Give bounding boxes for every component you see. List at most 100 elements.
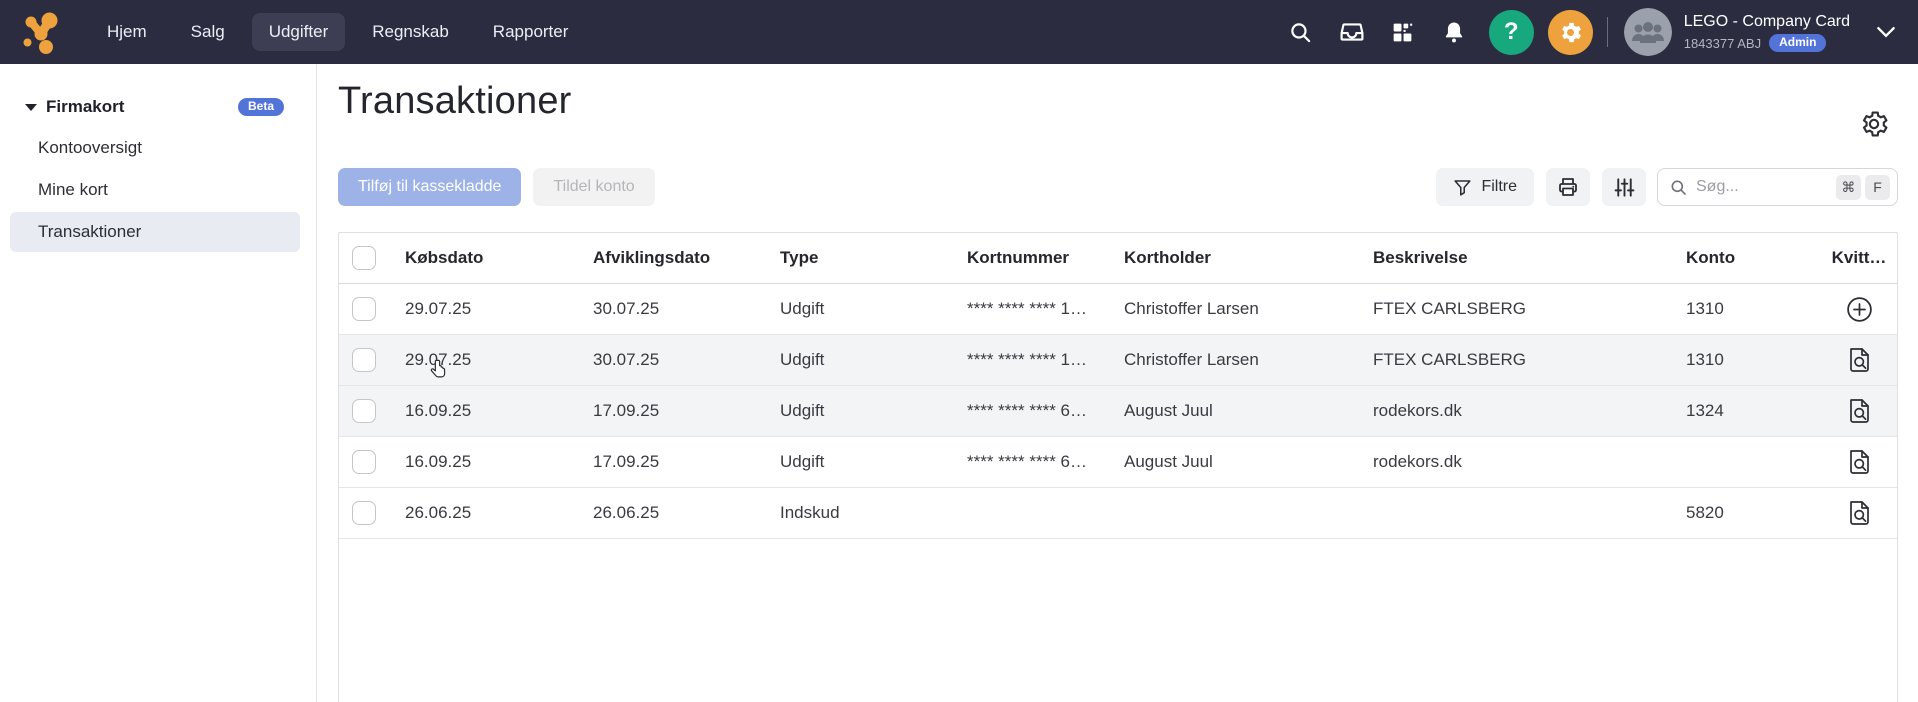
app-logo-icon[interactable]: [18, 9, 64, 55]
column-header-4: Kortnummer: [967, 248, 1070, 267]
help-glyph: ?: [1503, 18, 1519, 45]
table-settings-gear-icon[interactable]: [1858, 108, 1890, 140]
cell-kortnummer: **** **** **** 1…: [967, 299, 1088, 318]
row-checkbox[interactable]: [352, 348, 376, 372]
company-avatar[interactable]: [1623, 8, 1672, 56]
funnel-icon: [1454, 179, 1472, 196]
cell-kobsdato: 16.09.25: [405, 452, 472, 471]
table-row[interactable]: 29.07.25 30.07.25 Udgift **** **** **** …: [339, 335, 1897, 386]
sidebar: Firmakort Beta Kontooversigt Mine kort Tra…: [0, 64, 317, 702]
cell-afviklingsdato: 26.06.25: [593, 503, 660, 522]
sidebar-section-firmakort[interactable]: Firmakort Beta: [0, 88, 316, 126]
select-all-checkbox[interactable]: [352, 246, 376, 270]
table-row[interactable]: 16.09.25 17.09.25 Udgift **** **** **** …: [339, 386, 1897, 437]
cell-afviklingsdato: 30.07.25: [593, 350, 660, 369]
cell-konto: 5820: [1686, 503, 1724, 522]
document-search-icon: [1850, 501, 1869, 525]
beta-badge: Beta: [237, 98, 284, 116]
main-nav: Hjem Salg Udgifter Regnskab Rapporter: [90, 13, 585, 51]
table-row[interactable]: 29.07.25 30.07.25 Udgift **** **** **** …: [339, 284, 1897, 335]
table-body: 29.07.25 30.07.25 Udgift **** **** **** …: [339, 284, 1897, 539]
company-id: 1843377 ABJ: [1683, 35, 1762, 51]
column-header-2: Afviklingsdato: [593, 248, 711, 267]
chevron-down-icon[interactable]: [1876, 26, 1896, 38]
view-receipt-button[interactable]: [1844, 447, 1874, 477]
column-header-6: Beskrivelse: [1373, 248, 1468, 267]
cell-kortnummer: **** **** **** 6…: [967, 452, 1088, 471]
company-name: LEGO - Company Card: [1683, 13, 1850, 30]
add-to-journal-button[interactable]: Tilføj til kassekladde: [338, 168, 522, 206]
settings-button[interactable]: [1547, 9, 1593, 55]
assign-account-button[interactable]: Tildel konto: [533, 168, 655, 206]
sidebar-item-transaktioner[interactable]: Transaktioner: [10, 212, 300, 252]
filter-button[interactable]: Filtre: [1436, 168, 1534, 206]
add-receipt-button[interactable]: [1844, 294, 1874, 324]
sidebar-item-mine-kort[interactable]: Mine kort: [38, 180, 108, 199]
cell-kobsdato: 29.07.25: [405, 350, 472, 369]
sidebar-item-kontooversigt[interactable]: Kontooversigt: [38, 138, 142, 157]
cell-beskrivelse: FTEX CARLSBERG: [1373, 299, 1527, 318]
column-header-8: Kvitt…: [1831, 248, 1887, 267]
cell-receipt: [1821, 498, 1897, 528]
sliders-icon: [1614, 177, 1634, 197]
document-search-icon: [1850, 399, 1869, 423]
cell-type: Udgift: [780, 299, 825, 318]
row-checkbox[interactable]: [352, 450, 376, 474]
view-receipt-button[interactable]: [1844, 396, 1874, 426]
sidebar-items: Kontooversigt Mine kort Transaktioner: [0, 128, 316, 252]
sidebar-section-label: Firmakort: [46, 97, 125, 116]
search-icon[interactable]: [1288, 19, 1314, 45]
row-checkbox-cell: [339, 501, 405, 525]
cell-kobsdato: 16.09.25: [405, 401, 472, 420]
nav-item-regnskab[interactable]: Regnskab: [372, 22, 449, 41]
cell-beskrivelse: rodekors.dk: [1373, 401, 1462, 420]
cell-receipt: [1821, 396, 1897, 426]
circle-plus-icon: [1846, 296, 1872, 322]
row-checkbox[interactable]: [352, 501, 376, 525]
help-button[interactable]: ?: [1488, 9, 1534, 55]
cell-kobsdato: 26.06.25: [405, 503, 472, 522]
row-checkbox[interactable]: [352, 297, 376, 321]
nav-item-hjem[interactable]: Hjem: [107, 22, 147, 41]
topbar-icons: ?: [1288, 9, 1593, 55]
nav-item-udgifter[interactable]: Udgifter: [251, 13, 346, 51]
cell-konto: 1310: [1686, 299, 1724, 318]
topbar-divider: [1606, 17, 1608, 47]
view-receipt-button[interactable]: [1844, 345, 1874, 375]
cell-beskrivelse: FTEX CARLSBERG: [1373, 350, 1527, 369]
f-key-hint: F: [1865, 174, 1890, 200]
search-box: ⌘ F: [1657, 168, 1898, 206]
cell-konto: 1324: [1686, 401, 1724, 420]
print-button[interactable]: [1546, 168, 1590, 206]
row-checkbox-cell: [339, 399, 405, 423]
table-row[interactable]: 26.06.25 26.06.25 Indskud 5820: [339, 488, 1897, 539]
cell-kortholder: August Juul: [1124, 401, 1213, 420]
table-row[interactable]: 16.09.25 17.09.25 Udgift **** **** **** …: [339, 437, 1897, 488]
inbox-icon[interactable]: [1339, 19, 1365, 45]
nav-item-rapporter[interactable]: Rapporter: [492, 22, 569, 41]
search-input[interactable]: [1696, 178, 1832, 196]
row-checkbox-cell: [339, 450, 405, 474]
apps-mosaic-icon[interactable]: [1390, 19, 1416, 45]
nav-item-salg[interactable]: Salg: [190, 22, 225, 41]
cell-kortholder: Christoffer Larsen: [1124, 299, 1259, 318]
main-content: Transaktioner Tilføj til kassekladde Til…: [317, 64, 1918, 702]
row-checkbox-cell: [339, 348, 405, 372]
view-receipt-button[interactable]: [1844, 498, 1874, 528]
filter-label: Filtre: [1481, 178, 1517, 195]
row-checkbox-cell: [339, 297, 405, 321]
account-switcher[interactable]: LEGO - Company Card 1843377 ABJ Admin: [1684, 12, 1850, 52]
column-settings-button[interactable]: [1602, 168, 1646, 206]
cell-afviklingsdato: 17.09.25: [593, 452, 660, 471]
column-header-3: Type: [780, 248, 819, 267]
cell-konto: 1310: [1686, 350, 1724, 369]
cell-afviklingsdato: 17.09.25: [593, 401, 660, 420]
cell-kortnummer: **** **** **** 1…: [967, 350, 1088, 369]
cell-kortnummer: **** **** **** 6…: [967, 401, 1088, 420]
row-checkbox[interactable]: [352, 399, 376, 423]
cmd-key-hint: ⌘: [1836, 174, 1861, 200]
column-header-1: Købsdato: [405, 248, 484, 267]
table-header-row: Købsdato Afviklingsdato Type Kortnummer Kort…: [339, 233, 1897, 284]
document-search-icon: [1850, 348, 1869, 372]
notifications-bell-icon[interactable]: [1441, 19, 1467, 45]
